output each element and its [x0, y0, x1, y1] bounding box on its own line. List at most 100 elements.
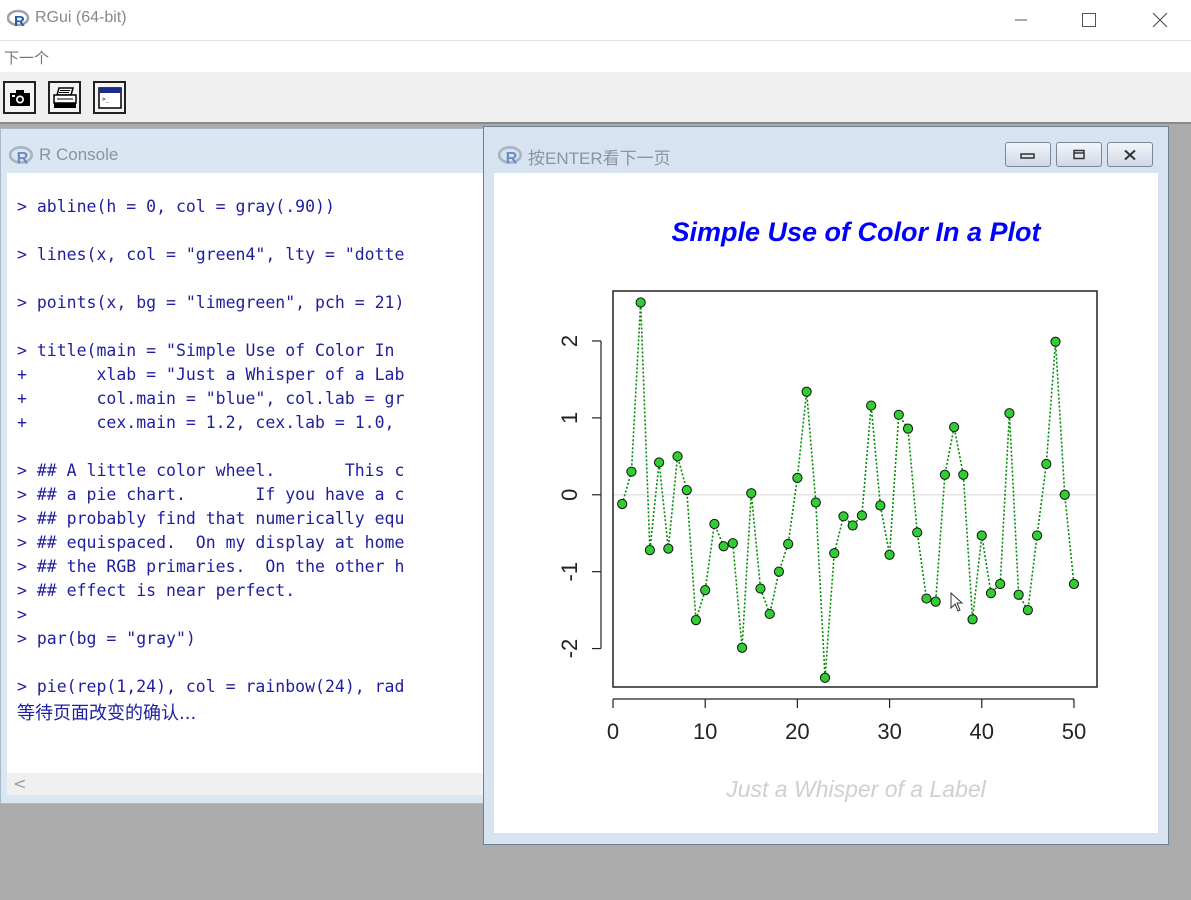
print-button[interactable]: [48, 81, 81, 114]
console-status-line: 等待页面改变的确认...: [17, 703, 197, 724]
plot-close-button[interactable]: [1107, 142, 1153, 167]
data-point: [1031, 530, 1043, 541]
data-point: [709, 518, 720, 530]
console-line: + cex.main = 1.2, cex.lab = 1.0,: [17, 413, 405, 432]
graphics-device-window[interactable]: R 按ENTER看下一页 Simple Use of Color In a Pl…: [483, 126, 1169, 845]
svg-text:>_: >_: [102, 96, 110, 103]
camera-icon: [9, 89, 30, 106]
plot-restore-button[interactable]: [1056, 142, 1102, 167]
plot-canvas: Simple Use of Color In a Plot Just a Whi…: [494, 173, 1158, 833]
data-point: [930, 596, 941, 607]
plot-minimize-button[interactable]: [1005, 142, 1051, 167]
data-point: [921, 593, 932, 604]
svg-text:R: R: [506, 150, 518, 167]
data-point: [884, 549, 895, 560]
horizontal-scrollbar[interactable]: <: [7, 773, 501, 795]
copy-as-bitmap-button[interactable]: [3, 81, 36, 114]
x-tick-label: 0: [607, 719, 619, 744]
data-point: [1004, 408, 1015, 419]
data-point: [838, 511, 849, 522]
data-point: [1068, 578, 1080, 590]
minimize-button[interactable]: [998, 0, 1044, 40]
minimize-icon: [1020, 152, 1035, 159]
console-output[interactable]: > abline(h = 0, col = gray(.90)) > lines…: [7, 173, 501, 773]
plot-title: Simple Use of Color In a Plot: [671, 217, 1041, 247]
plot-layer: 0 10 20 30 40 50 -2 -1 0 1 2: [557, 290, 1098, 744]
plot-window-title: 按ENTER看下一页: [528, 149, 671, 168]
y-tick-label: -2: [557, 639, 582, 659]
data-point: [653, 457, 665, 468]
data-point: [976, 530, 987, 541]
data-point: [672, 451, 683, 462]
console-line: > ## equispaced. On my display at home: [17, 533, 405, 552]
r-console-window[interactable]: R R Console > abline(h = 0, col = gray(.…: [0, 128, 501, 804]
y-tick-label: 2: [557, 335, 582, 347]
data-point: [1013, 589, 1024, 600]
data-point: [939, 469, 950, 480]
svg-text:R: R: [14, 13, 25, 29]
data-point: [829, 548, 840, 559]
data-point: [783, 538, 794, 550]
r-logo-icon: R: [498, 145, 523, 167]
data-point: [681, 485, 692, 496]
app-title: RGui (64-bit): [35, 9, 127, 26]
data-point: [727, 538, 738, 549]
data-point: [810, 497, 821, 508]
x-tick-label: 30: [877, 719, 901, 744]
data-point: [958, 469, 969, 480]
data-point: [663, 543, 674, 554]
close-button[interactable]: [1137, 0, 1183, 40]
data-point: [912, 527, 923, 538]
console-line: > abline(h = 0, col = gray(.90)): [17, 197, 335, 216]
data-point: [792, 472, 803, 483]
data-point: [819, 672, 831, 683]
r-logo-icon: R: [7, 9, 30, 29]
data-point: [1059, 489, 1070, 500]
plot-svg: Simple Use of Color In a Plot Just a Whi…: [557, 217, 1098, 802]
console-line: > ## effect is near perfect.: [17, 581, 296, 600]
restore-icon: [1073, 149, 1085, 159]
data-point: [617, 498, 628, 510]
console-line: > par(bg = "gray"): [17, 629, 196, 648]
window-icon: >_: [97, 86, 122, 109]
menu-bar: 下一个: [0, 40, 1191, 73]
mouse-cursor-icon: [950, 591, 964, 612]
data-point: [902, 423, 914, 434]
data-point: [1041, 458, 1052, 470]
console-line: > points(x, bg = "limegreen", pch = 21): [17, 293, 405, 312]
scroll-left-arrow-icon[interactable]: <: [13, 774, 27, 793]
x-axis-label: Just a Whisper of a Label: [725, 776, 986, 802]
console-line: > ## probably find that numerically equ: [17, 509, 405, 528]
console-line: >: [17, 605, 27, 624]
x-tick-label: 10: [693, 719, 717, 744]
console-line: + col.main = "blue", col.lab = gr: [17, 389, 405, 408]
r-logo-icon: R: [9, 145, 34, 167]
x-tick-label: 50: [1062, 719, 1086, 744]
data-point: [985, 588, 997, 599]
data-point: [967, 614, 978, 625]
close-icon: [1124, 149, 1136, 160]
data-point: [746, 488, 757, 499]
y-tick-label: 1: [557, 412, 582, 424]
data-point: [644, 545, 655, 556]
plot-frame: [612, 290, 1098, 688]
maximize-icon: [1082, 13, 1096, 27]
console-line: > lines(x, col = "green4", lty = "dotte: [17, 245, 405, 264]
data-point: [995, 578, 1006, 590]
console-line: > pie(rep(1,24), col = rainbow(24), rad: [17, 677, 405, 696]
console-title: R Console: [39, 145, 119, 164]
data-point: [700, 585, 711, 596]
data-point: [736, 642, 748, 653]
data-point: [626, 466, 637, 477]
menu-next[interactable]: 下一个: [4, 49, 50, 67]
data-point: [847, 520, 858, 531]
maximize-button[interactable]: [1066, 0, 1112, 40]
data-point: [773, 566, 785, 577]
data-point: [1050, 336, 1061, 347]
data-point: [856, 510, 868, 521]
x-tick-label: 20: [785, 719, 809, 744]
data-point: [690, 615, 702, 626]
console-button[interactable]: >_: [93, 81, 126, 114]
y-tick-label: 0: [557, 489, 582, 501]
data-point: [1022, 605, 1033, 616]
